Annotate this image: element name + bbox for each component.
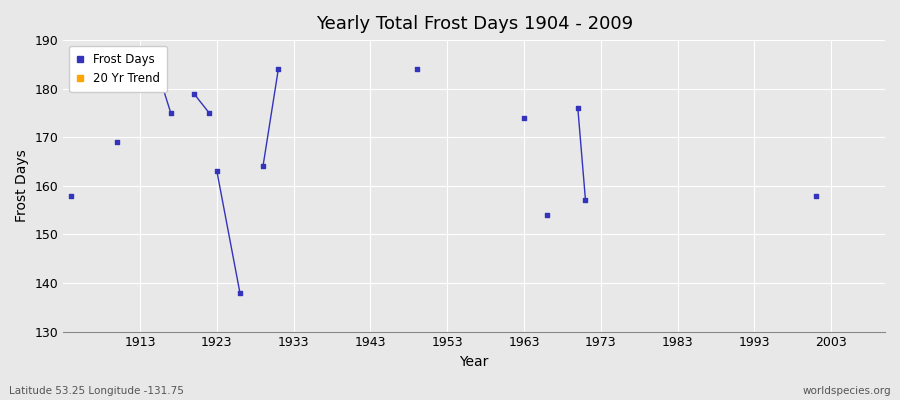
Text: Latitude 53.25 Longitude -131.75: Latitude 53.25 Longitude -131.75 — [9, 386, 184, 396]
Legend: Frost Days, 20 Yr Trend: Frost Days, 20 Yr Trend — [69, 46, 166, 92]
Point — [256, 163, 270, 170]
Point — [233, 290, 248, 296]
Point — [156, 86, 170, 92]
Point — [164, 110, 178, 116]
Point — [579, 197, 593, 204]
Point — [540, 212, 554, 218]
Y-axis label: Frost Days: Frost Days — [15, 150, 29, 222]
Title: Yearly Total Frost Days 1904 - 2009: Yearly Total Frost Days 1904 - 2009 — [316, 15, 633, 33]
Point — [186, 90, 201, 97]
Text: worldspecies.org: worldspecies.org — [803, 386, 891, 396]
Point — [64, 192, 78, 199]
X-axis label: Year: Year — [460, 355, 489, 369]
Point — [571, 105, 585, 111]
Point — [517, 115, 531, 121]
Point — [271, 66, 285, 72]
Point — [809, 192, 824, 199]
Point — [410, 66, 424, 72]
Point — [202, 110, 216, 116]
Point — [110, 139, 124, 145]
Point — [210, 168, 224, 174]
